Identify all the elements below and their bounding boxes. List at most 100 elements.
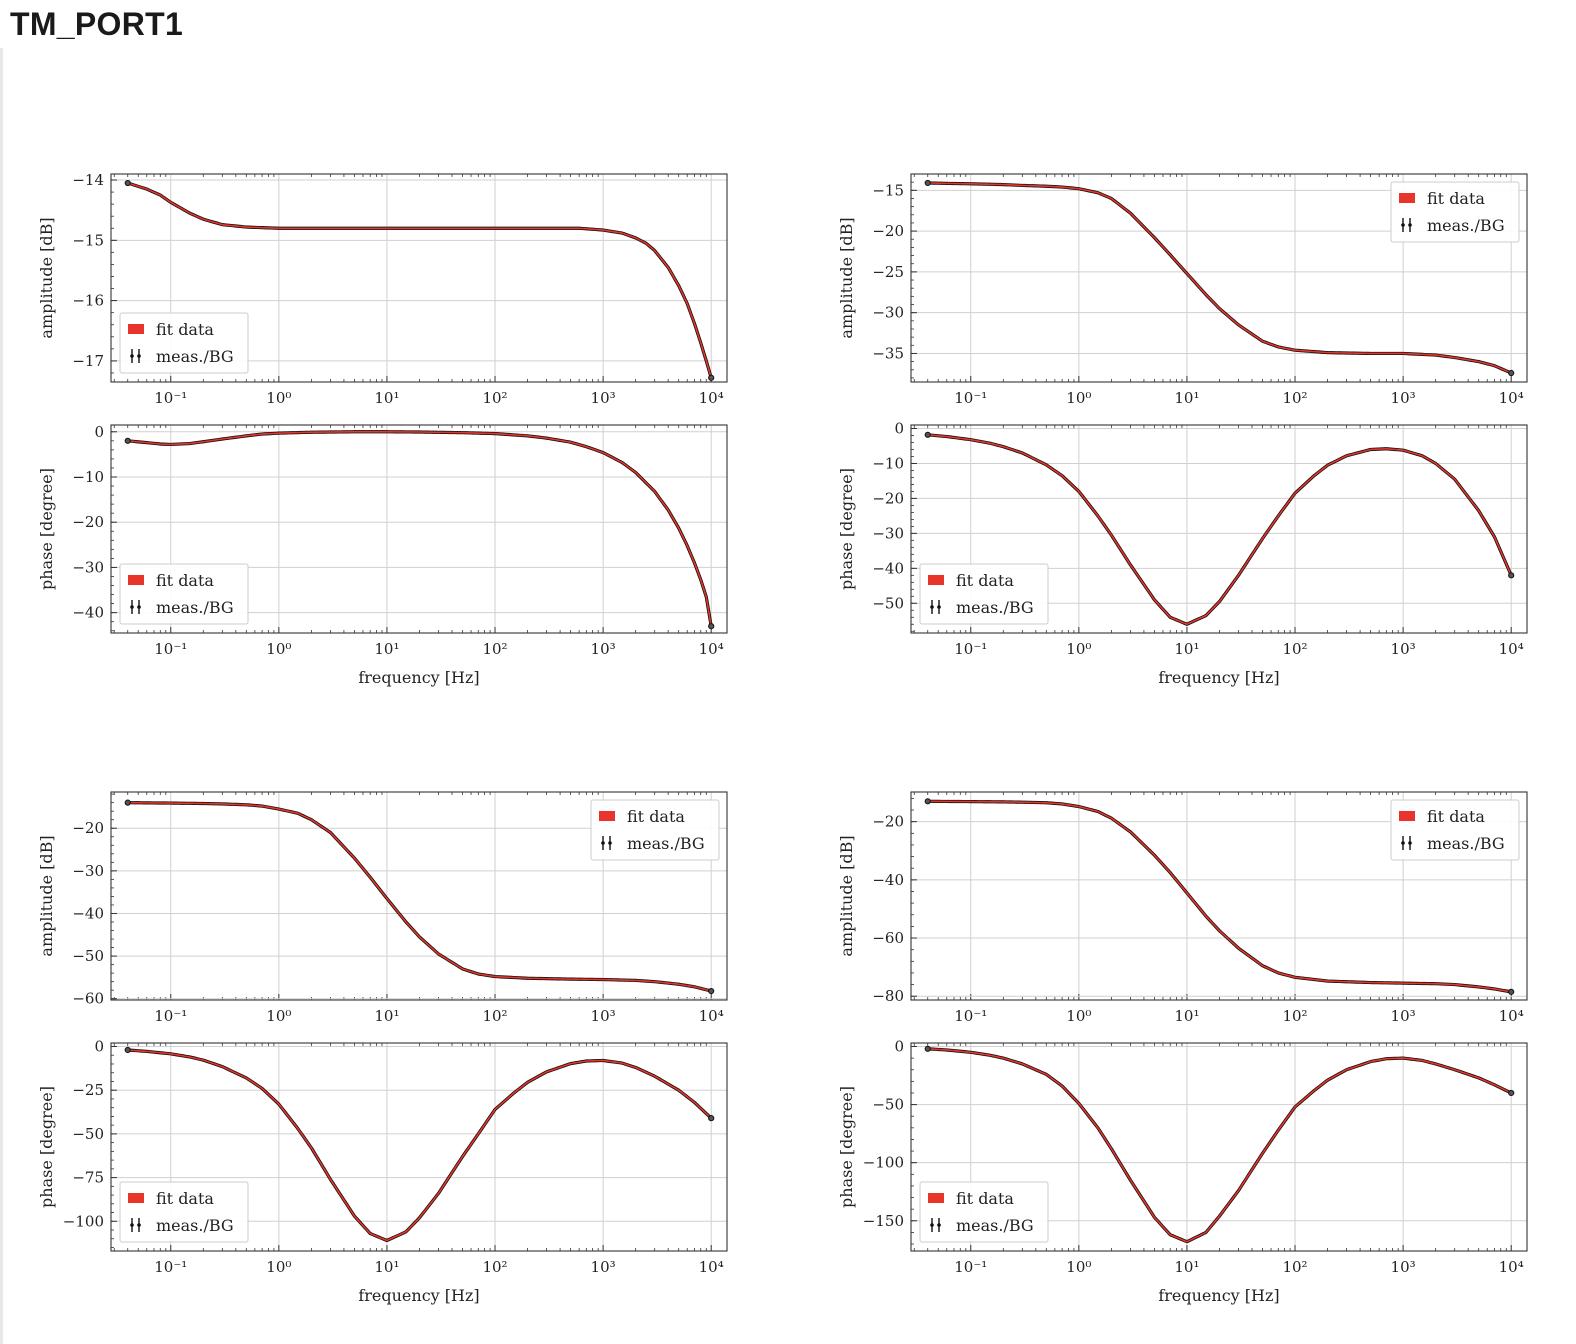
legend-meas-label: meas./BG [1427, 216, 1505, 235]
legend-meas-label: meas./BG [1427, 834, 1505, 853]
x-tick-label: 10² [482, 1007, 507, 1025]
legend-fit-label: fit data [1427, 189, 1485, 208]
x-tick-label: 10³ [591, 1007, 616, 1025]
y-tick-label: −150 [863, 1212, 904, 1230]
y-tick-label: −20 [72, 819, 104, 837]
y-axis-label: phase [degree] [837, 468, 856, 590]
x-tick-label: 10⁰ [266, 389, 291, 407]
plot-frame [110, 424, 728, 634]
x-axis-label: frequency [Hz] [1158, 668, 1279, 687]
legend-fit-label: fit data [156, 571, 214, 590]
meas-data-point [924, 179, 931, 187]
legend-fit-label: fit data [956, 1189, 1014, 1208]
legend: fit data meas./BG [1390, 181, 1520, 243]
legend-fit-label: fit data [1427, 807, 1485, 826]
y-tick-label: −10 [872, 454, 904, 472]
y-tick-label: −25 [72, 1081, 104, 1099]
y-tick-label: −80 [872, 987, 904, 1005]
y-tick-label: −100 [63, 1212, 104, 1230]
legend-meas-label: meas./BG [627, 834, 705, 853]
legend-box [119, 563, 249, 625]
legend-meas-marker [137, 605, 141, 609]
subplot-amplitude: 10⁻¹ 10⁰ 10¹ 10² 10³ 10⁴ −15 −20 −25 −30 −35 amplit… [837, 173, 1528, 407]
y-axis-label: amplitude [dB] [837, 835, 856, 956]
legend-fit-swatch [928, 1193, 944, 1203]
y-tick-label: −75 [72, 1169, 104, 1187]
x-tick-label: 10⁻¹ [954, 640, 987, 658]
legend: fit data meas./BG [919, 563, 1049, 625]
y-tick-label: −15 [872, 181, 904, 199]
plot-frame [910, 173, 1528, 383]
x-tick-label: 10⁴ [1499, 1258, 1524, 1276]
y-tick-label: −17 [72, 352, 104, 370]
legend-fit-swatch [128, 324, 144, 334]
x-axis-label: frequency [Hz] [358, 668, 479, 687]
legend-fit-label: fit data [156, 320, 214, 339]
x-tick-label: 10³ [1391, 1258, 1416, 1276]
legend-meas-marker [130, 605, 134, 609]
fit-series-line [127, 430, 712, 627]
x-tick-label: 10³ [1391, 1007, 1416, 1025]
x-tick-label: 10⁴ [1499, 640, 1524, 658]
y-tick-label: −35 [872, 344, 904, 362]
x-tick-label: 10⁴ [699, 640, 724, 658]
y-tick-label: −20 [72, 513, 104, 531]
y-tick-label: −50 [872, 594, 904, 612]
plot-frame [910, 424, 1528, 634]
chart-panel-bottom-right: 10⁻¹ 10⁰ 10¹ 10² 10³ 10⁴ −20 −40 −60 −80 amplitude… [830, 778, 1540, 1318]
subplot-amplitude: 10⁻¹ 10⁰ 10¹ 10² 10³ 10⁴ −20 −30 −40 −50 −60 amplit… [37, 791, 728, 1025]
meas-data-point [1508, 369, 1515, 377]
legend-meas-marker [137, 354, 141, 358]
x-tick-label: 10² [1282, 1007, 1307, 1025]
subplot-phase: 10⁻¹ 10⁰ 10¹ 10² 10³ 10⁴ 0 −10 −20 −30 −40 phase [d… [37, 423, 728, 658]
y-tick-label: 0 [94, 423, 104, 441]
x-tick-label: 10⁰ [1066, 640, 1091, 658]
x-axis-label: frequency [Hz] [358, 1286, 479, 1305]
legend-fit-label: fit data [627, 807, 685, 826]
chart-panel-top-left: 10⁻¹ 10⁰ 10¹ 10² 10³ 10⁴ −14 −15 −16 −17 amplitude… [30, 160, 740, 700]
plot-frame [910, 791, 1528, 1001]
x-tick-label: 10⁻¹ [954, 1258, 987, 1276]
legend-fit-swatch [128, 575, 144, 585]
chart-panel-bottom-left: 10⁻¹ 10⁰ 10¹ 10² 10³ 10⁴ −20 −30 −40 −50 −60 amplit… [30, 778, 740, 1318]
y-tick-label: −10 [72, 468, 104, 486]
chart-panel-top-right: 10⁻¹ 10⁰ 10¹ 10² 10³ 10⁴ −15 −20 −25 −30 −35 amplit… [830, 160, 1540, 700]
legend-fit-swatch [1399, 811, 1415, 821]
legend-box [590, 799, 720, 861]
x-tick-label: 10¹ [1174, 1258, 1199, 1276]
x-tick-label: 10³ [591, 389, 616, 407]
x-tick-label: 10⁰ [1066, 1007, 1091, 1025]
meas-data-point [1508, 988, 1515, 995]
x-tick-label: 10¹ [1174, 1007, 1199, 1025]
y-axis-label: phase [degree] [37, 1086, 56, 1208]
y-tick-label: −25 [872, 263, 904, 281]
legend-meas-marker [937, 1223, 941, 1227]
legend-meas-marker [1401, 841, 1405, 845]
x-tick-label: 10⁻¹ [154, 1007, 187, 1025]
y-tick-label: 0 [94, 1037, 104, 1055]
y-tick-label: −50 [72, 1125, 104, 1143]
y-tick-label: −20 [872, 489, 904, 507]
x-tick-label: 10⁰ [266, 1258, 291, 1276]
chart-bottom-right-svg: 10⁻¹ 10⁰ 10¹ 10² 10³ 10⁴ −20 −40 −60 −80 amplitude… [837, 791, 1528, 1305]
x-tick-label: 10² [482, 389, 507, 407]
page-title: TM_PORT1 [10, 6, 184, 42]
y-tick-label: −60 [72, 990, 104, 1008]
x-tick-label: 10⁴ [699, 1007, 724, 1025]
legend-meas-label: meas./BG [156, 1216, 234, 1235]
legend: fit data meas./BG [919, 1181, 1049, 1243]
legend-fit-swatch [128, 1193, 144, 1203]
y-tick-label: −40 [72, 904, 104, 922]
x-tick-label: 10¹ [374, 640, 399, 658]
x-tick-label: 10³ [1391, 640, 1416, 658]
x-tick-label: 10¹ [1174, 640, 1199, 658]
legend-box [919, 563, 1049, 625]
y-tick-label: −14 [72, 171, 104, 189]
fit-series-line [927, 433, 1512, 626]
legend-meas-label: meas./BG [156, 347, 234, 366]
y-tick-label: −16 [72, 292, 104, 310]
y-tick-label: −20 [872, 813, 904, 831]
meas-data-point [708, 987, 715, 995]
x-tick-label: 10⁻¹ [954, 1007, 987, 1025]
x-tick-label: 10² [482, 1258, 507, 1276]
